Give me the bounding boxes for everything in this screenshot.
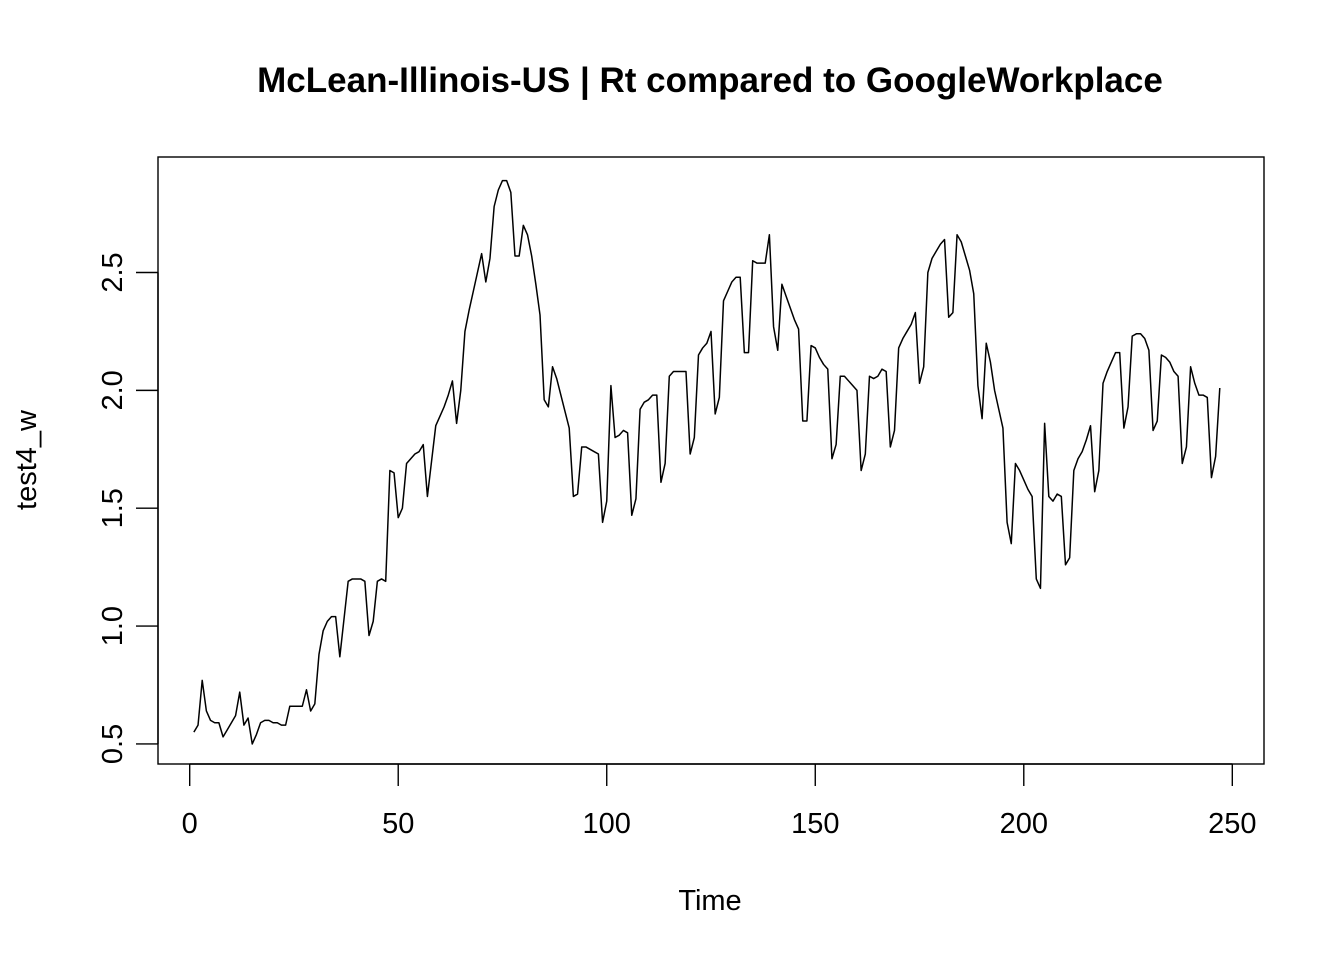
- y-axis-label: test4_w: [11, 409, 43, 510]
- x-axis: 0 50 100 150 200 250: [182, 763, 1257, 840]
- y-tick-label: 1.5: [97, 488, 129, 528]
- y-tick-label: 1.0: [97, 606, 129, 646]
- y-tick-label: 0.5: [97, 724, 129, 764]
- y-tick-label: 2.0: [97, 370, 129, 410]
- y-tick-label: 2.5: [97, 252, 129, 292]
- y-axis: 0.5 1.0 1.5 2.0 2.5: [97, 252, 159, 764]
- series-line: [193, 179, 1221, 745]
- x-tick-label: 0: [182, 808, 198, 840]
- chart-title: McLean-Illinois-US | Rt compared to Goog…: [257, 61, 1163, 100]
- x-tick-label: 50: [382, 808, 414, 840]
- x-tick-label: 100: [583, 808, 631, 840]
- x-tick-label: 250: [1208, 808, 1256, 840]
- x-tick-label: 200: [1000, 808, 1048, 840]
- x-tick-label: 150: [791, 808, 839, 840]
- plot-frame: [157, 156, 1265, 765]
- x-axis-label: Time: [678, 885, 741, 917]
